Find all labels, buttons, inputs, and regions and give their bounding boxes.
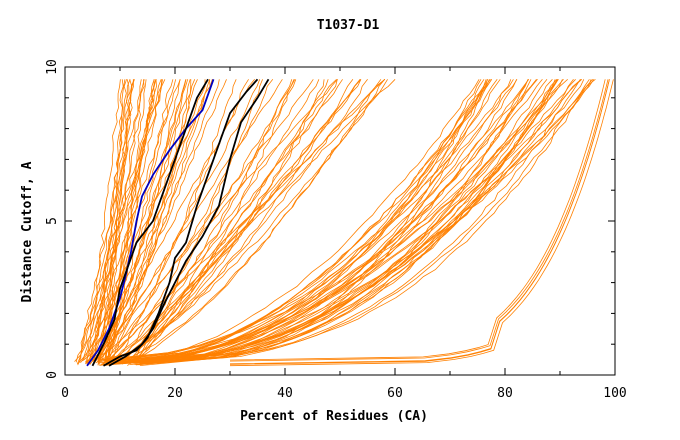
series-line-bulk-34	[86, 79, 181, 365]
x-tick-label: 100	[603, 386, 626, 401]
series-line-bulk-66	[110, 79, 314, 363]
series-line-bulk-77	[112, 79, 581, 365]
axis-tick-labels: 0 20 40 60 80 100 0 5 10	[45, 59, 627, 401]
series-line-bulk-20	[105, 79, 196, 365]
series-line-bulk-37	[96, 79, 211, 363]
series-line-bulk-96	[114, 79, 559, 365]
series-line-bulk-38	[104, 79, 124, 363]
series-line-bulk-104	[138, 79, 489, 361]
series-line-highlight-1	[91, 78, 209, 367]
chart-title: T1037-D1	[317, 18, 380, 33]
series-line-bulk-30	[97, 79, 142, 366]
series-line-bulk-109	[133, 79, 493, 364]
series-line-bulk-39	[77, 79, 163, 366]
series-line-bulk-1	[88, 79, 121, 364]
series-line-bulk-47	[131, 79, 263, 362]
series-line-bulk-52	[102, 79, 382, 366]
y-tick-label: 5	[45, 217, 60, 225]
series-line-bulk-119	[229, 79, 614, 367]
series-line-bulk-88	[106, 79, 576, 361]
series-line-bulk-65	[134, 79, 361, 364]
y-tick-label: 0	[45, 371, 60, 379]
series-line-bulk-25	[98, 79, 211, 361]
series-line-bulk-93	[138, 79, 498, 363]
series-line-bulk-101	[134, 79, 595, 365]
series-line-bulk-57	[97, 79, 256, 360]
series-line-bulk-105	[99, 79, 548, 364]
series-line-bulk-22	[89, 79, 155, 366]
series-line-bulk-111	[142, 79, 559, 361]
series-line-bulk-110	[103, 79, 568, 361]
series-line-bulk-118	[229, 79, 610, 365]
series-line-bulk-97	[98, 79, 480, 366]
series-line-highlight-3	[108, 78, 270, 367]
series-line-bulk-117	[229, 79, 609, 362]
series-line-bulk-85	[117, 79, 592, 362]
series-line-bulk-64	[93, 79, 386, 364]
series-line-bulk-116	[229, 79, 606, 361]
series-line-bulk-3	[79, 79, 145, 360]
series-line-bulk-29	[82, 79, 206, 361]
series-line-bulk-7	[74, 79, 157, 362]
series-line-bulk-36	[85, 79, 213, 363]
series-line-bulk-48	[104, 79, 362, 366]
x-tick-label: 0	[61, 386, 69, 401]
series-line-bulk-76	[113, 79, 512, 365]
y-tick-label: 10	[45, 59, 60, 75]
series-line-bulk-55	[102, 79, 368, 364]
series-line-highlight-2	[103, 78, 259, 367]
series-line-bulk-63	[128, 78, 386, 363]
plot-lines	[74, 78, 614, 367]
series-line-bulk-59	[127, 79, 297, 364]
series-line-bulk-50	[111, 79, 388, 362]
series-line-bulk-68	[93, 79, 261, 362]
series-line-bulk-32	[93, 79, 135, 363]
y-axis-label: Distance Cutoff, A	[20, 161, 35, 302]
x-tick-label: 80	[497, 386, 513, 401]
series-line-bulk-114	[112, 79, 492, 365]
series-line-bulk-51	[124, 79, 295, 361]
series-line-bulk-60	[120, 79, 338, 363]
series-line-bulk-71	[109, 79, 558, 361]
series-line-bulk-81	[103, 79, 517, 366]
series-line-bulk-98	[140, 79, 590, 364]
series-line-bulk-69	[123, 79, 274, 362]
series-line-bulk-113	[117, 79, 501, 364]
series-line-bulk-19	[82, 79, 131, 362]
series-line-bulk-58	[95, 79, 320, 364]
series-line-bulk-74	[101, 79, 530, 361]
series-line-bulk-45	[108, 79, 237, 361]
series-line-bulk-14	[98, 79, 163, 363]
x-tick-label: 20	[167, 386, 183, 401]
series-line-bulk-107	[126, 79, 482, 363]
series-line-bulk-31	[101, 79, 227, 366]
series-line-bulk-108	[129, 78, 596, 365]
x-tick-label: 60	[387, 386, 403, 401]
series-line-bulk-9	[97, 79, 135, 362]
series-line-bulk-112	[105, 79, 514, 366]
series-line-bulk-33	[97, 79, 191, 365]
series-line-bulk-62	[103, 79, 325, 361]
x-axis-label: Percent of Residues (CA)	[240, 409, 428, 424]
series-line-highlight-0	[86, 78, 215, 367]
x-tick-label: 40	[277, 386, 293, 401]
series-line-bulk-67	[98, 79, 354, 363]
series-line-bulk-2	[104, 79, 192, 366]
axis-ticks	[64, 66, 616, 376]
